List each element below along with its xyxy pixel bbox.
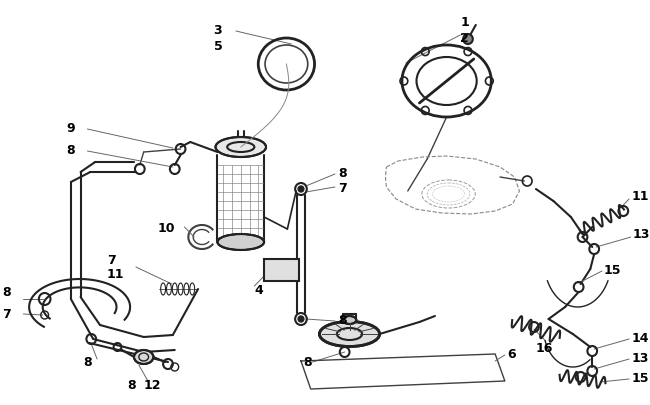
Text: 15: 15 xyxy=(604,263,621,276)
Text: 1: 1 xyxy=(460,15,469,28)
Text: 8: 8 xyxy=(127,379,136,392)
Text: 9: 9 xyxy=(66,121,75,134)
Text: 8: 8 xyxy=(66,143,75,156)
Bar xyxy=(264,259,299,281)
Text: 7: 7 xyxy=(107,253,116,266)
Circle shape xyxy=(463,35,473,45)
Text: 8: 8 xyxy=(2,286,10,299)
Text: 13: 13 xyxy=(633,228,650,241)
Text: 15: 15 xyxy=(631,371,649,384)
Text: 16: 16 xyxy=(536,341,553,354)
Text: 8: 8 xyxy=(83,356,92,369)
Text: 5: 5 xyxy=(214,39,222,52)
Text: 8: 8 xyxy=(338,313,346,326)
Circle shape xyxy=(298,316,304,322)
Text: 13: 13 xyxy=(631,351,649,364)
Text: 14: 14 xyxy=(631,331,649,344)
Text: 4: 4 xyxy=(254,283,263,296)
Text: 7: 7 xyxy=(338,181,346,194)
Ellipse shape xyxy=(218,234,264,250)
Ellipse shape xyxy=(216,138,266,158)
Ellipse shape xyxy=(134,350,153,364)
Text: 2: 2 xyxy=(460,32,469,45)
Text: 7: 7 xyxy=(2,308,10,321)
Ellipse shape xyxy=(343,316,356,324)
Text: 10: 10 xyxy=(157,221,175,234)
Text: 8: 8 xyxy=(303,356,311,369)
Text: 8: 8 xyxy=(338,166,346,179)
Text: 6: 6 xyxy=(507,347,515,360)
Text: 3: 3 xyxy=(214,23,222,36)
Circle shape xyxy=(298,187,304,192)
Text: 11: 11 xyxy=(107,268,124,281)
Ellipse shape xyxy=(319,322,380,347)
Text: 11: 11 xyxy=(631,190,649,203)
Text: 12: 12 xyxy=(144,379,161,392)
